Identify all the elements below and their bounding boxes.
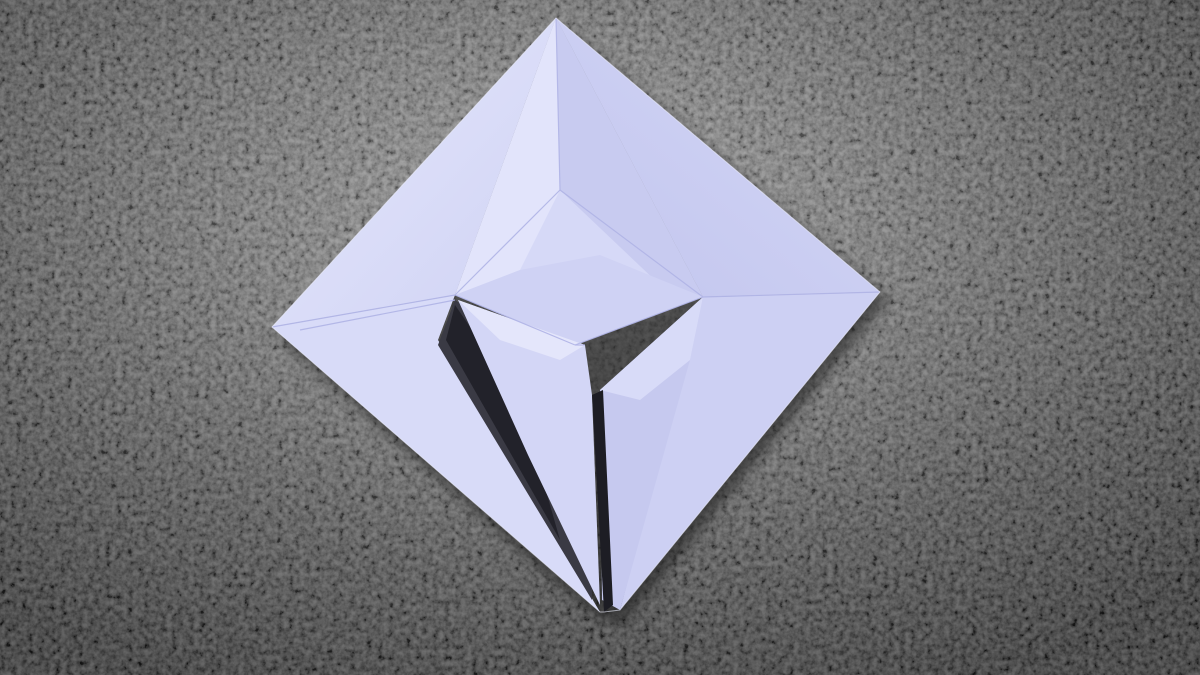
paper-right-flap-shade xyxy=(600,297,703,400)
paper-outline xyxy=(271,17,881,613)
paper-left-lower-panel xyxy=(272,295,600,612)
paper-center-slit xyxy=(592,390,613,612)
paper-center-lower xyxy=(455,255,703,345)
paper-crease-lines xyxy=(271,17,881,346)
paper-left-flap-shade xyxy=(458,300,585,360)
paper-center-kite-right xyxy=(556,18,703,297)
paper-inner-shadow-deep xyxy=(446,305,560,540)
paper-center-kite-left xyxy=(455,18,560,295)
paper-right-upper-panel xyxy=(556,18,880,297)
paper-left-flap xyxy=(458,300,600,605)
